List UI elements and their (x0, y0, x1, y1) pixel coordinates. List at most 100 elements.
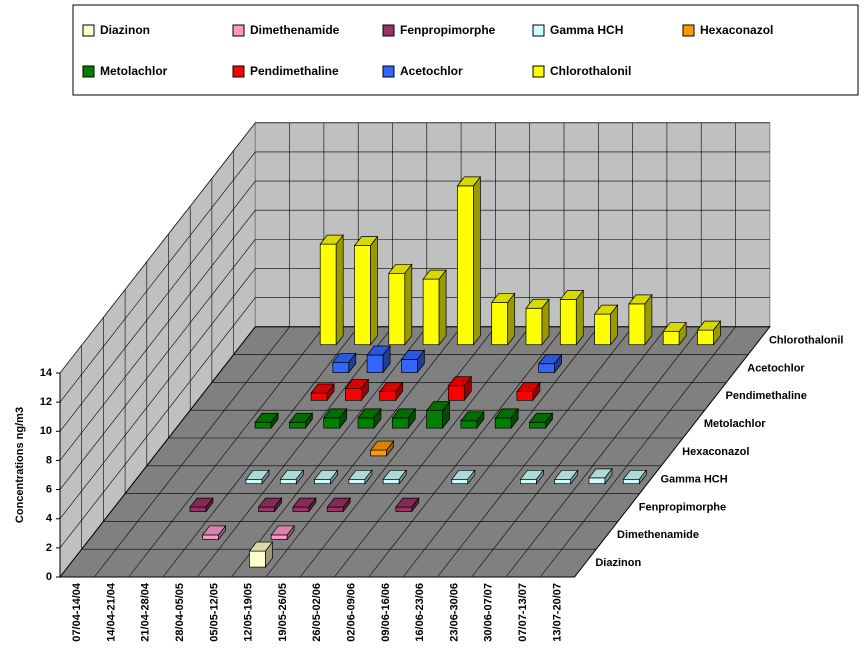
floor-line (162, 326, 359, 578)
bar-side (678, 321, 687, 346)
floor-line (299, 326, 496, 578)
bar-front (292, 506, 310, 512)
bar (696, 320, 722, 346)
x-tick-label: 13/07-20/07 (551, 583, 563, 642)
bar (519, 469, 545, 485)
bar-front (202, 534, 219, 540)
bar-side (270, 412, 279, 430)
bar (422, 269, 447, 346)
bar (391, 407, 417, 430)
floor-line (128, 326, 325, 578)
bar-side (398, 469, 407, 485)
bar-front (270, 534, 288, 540)
bar (588, 467, 613, 485)
bar-front (401, 359, 418, 373)
bar-side (370, 235, 378, 346)
bar (388, 263, 413, 346)
y-tick-label: 0 (46, 571, 52, 583)
y-tick-label: 12 (40, 396, 52, 408)
bar-front (249, 550, 266, 568)
bar (559, 289, 585, 346)
bar-side (330, 469, 338, 485)
x-tick-label: 12/05-19/05 (243, 583, 255, 642)
bar-front (622, 478, 640, 485)
bar-front (310, 392, 328, 401)
bar (366, 344, 391, 374)
bar-front (258, 506, 275, 512)
series-label: Gamma HCH (660, 474, 727, 486)
bar (593, 304, 619, 346)
bar-side (510, 407, 519, 430)
bar-front (388, 272, 406, 346)
bar-front (697, 329, 714, 346)
bar-side (308, 497, 317, 513)
bar (248, 541, 274, 569)
bar (322, 407, 348, 430)
bar-side (382, 344, 391, 374)
grid-line (59, 297, 770, 549)
bar-front (491, 302, 509, 346)
bar (288, 412, 314, 430)
bar-side (335, 234, 344, 346)
bar-side (554, 353, 562, 374)
legend-text: Diazinon (100, 23, 150, 37)
x-tick-label: 14/04-21/04 (105, 582, 117, 642)
bar-front (189, 506, 207, 512)
bar-side (342, 497, 351, 513)
grid-line (59, 122, 770, 374)
floor-line (402, 326, 599, 578)
x-tick-label: 07/04-14/04 (71, 582, 83, 642)
bar-front (348, 478, 366, 485)
bar-front (588, 477, 606, 485)
bar-front (520, 478, 537, 485)
bar-side (261, 469, 270, 485)
bar-front (354, 245, 371, 346)
legend-swatch (532, 24, 545, 37)
bar-front (395, 506, 413, 512)
y-tick-label: 2 (46, 542, 52, 554)
legend-box (72, 4, 859, 96)
bar-front (460, 420, 478, 429)
bar-front (332, 361, 350, 373)
bar (189, 497, 214, 513)
bar-side (348, 352, 357, 374)
bar-front (662, 331, 680, 346)
legend-swatch (382, 65, 395, 78)
legend-text: Metolachlor (100, 64, 168, 78)
x-tick-label: 05/05-12/05 (208, 583, 220, 642)
grid-line (59, 180, 770, 432)
bar-side (575, 289, 584, 346)
bar-front (245, 478, 263, 485)
legend-swatch (382, 24, 395, 37)
bar-side (295, 469, 304, 485)
bar-front (319, 243, 337, 346)
series-label: Acetochlor (747, 362, 805, 374)
series-label: Metolachlor (704, 418, 766, 430)
bar-side (463, 375, 472, 402)
floor-line (471, 326, 668, 578)
bar-front (451, 478, 469, 485)
bar (313, 469, 339, 485)
bar-front (314, 478, 331, 485)
bar (537, 353, 563, 374)
bar-side (286, 524, 295, 541)
legend-text: Acetochlor (400, 64, 463, 78)
legend-text: Hexaconazol (700, 23, 773, 37)
x-tick-label: 28/04-05/05 (174, 583, 186, 642)
bar-front (529, 421, 546, 429)
bar (254, 412, 279, 430)
bar-front (323, 417, 341, 429)
bar-side (638, 469, 647, 485)
bar-side (404, 263, 413, 346)
legend-swatch (232, 24, 245, 37)
bar (528, 412, 554, 430)
bar-side (305, 412, 313, 430)
bar-side (442, 400, 450, 430)
bar (456, 175, 482, 346)
grid-line (59, 268, 770, 519)
x-tick-label: 09/06-16/06 (380, 583, 392, 642)
grid-line (59, 209, 770, 461)
bar-side (326, 382, 335, 402)
x-tick-label: 21/04-28/04 (140, 582, 152, 642)
bar-side (364, 469, 373, 485)
